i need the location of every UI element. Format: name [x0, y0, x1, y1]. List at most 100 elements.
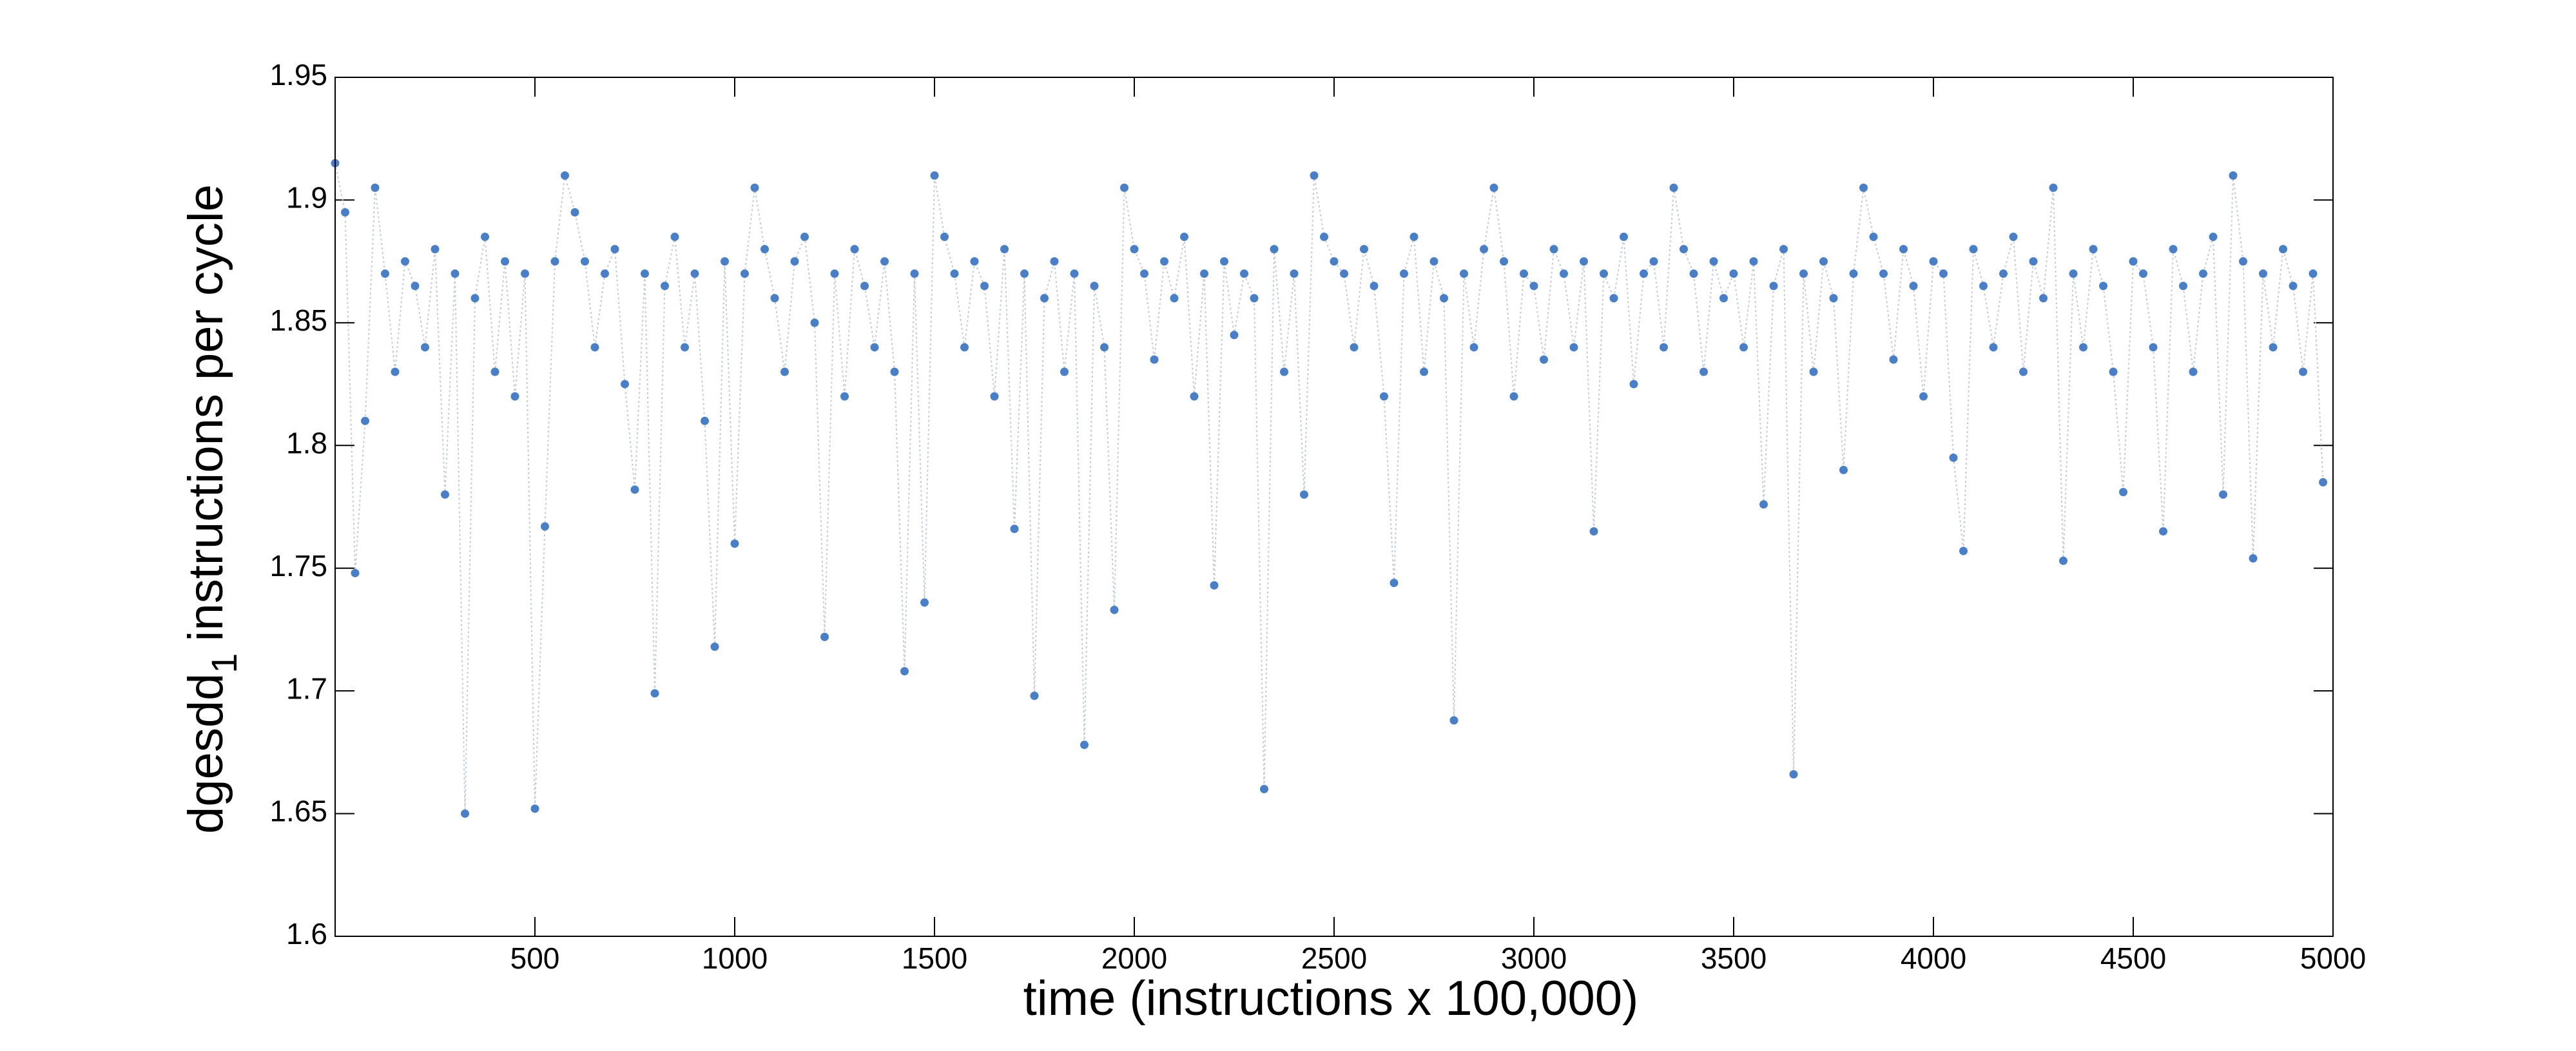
data-point — [940, 233, 949, 242]
data-point — [1839, 465, 1848, 474]
y-tick-label: 1.65 — [269, 795, 327, 828]
data-point — [2209, 233, 2218, 242]
y-tick-label: 1.9 — [286, 181, 327, 215]
y-axis-label-main: dgesdd — [179, 673, 233, 834]
data-point — [1370, 282, 1379, 291]
data-point — [1680, 245, 1688, 254]
data-point — [501, 257, 509, 266]
data-point — [930, 171, 939, 180]
data-point — [1899, 245, 1908, 254]
data-point — [1000, 245, 1009, 254]
data-point — [780, 367, 789, 376]
data-point — [1050, 257, 1059, 266]
data-point — [2119, 488, 2127, 497]
x-tick-label: 2500 — [1301, 941, 1367, 975]
data-point — [1130, 245, 1139, 254]
data-point — [1929, 257, 1938, 266]
data-point — [1739, 343, 1748, 352]
data-point — [1719, 294, 1728, 303]
data-point — [601, 269, 609, 278]
data-point — [1480, 245, 1488, 254]
data-point — [2199, 269, 2207, 278]
data-point — [1949, 453, 1958, 462]
data-point — [840, 392, 849, 401]
data-point — [1489, 183, 1498, 192]
data-point — [2319, 477, 2327, 487]
data-point — [1500, 257, 1508, 266]
data-point — [1969, 245, 1978, 254]
data-point — [1280, 367, 1288, 376]
data-point — [1799, 269, 1808, 278]
x-tick-label: 4000 — [1901, 941, 1966, 975]
data-point — [1700, 367, 1708, 376]
data-point — [2049, 183, 2058, 192]
data-point — [890, 367, 899, 376]
data-point — [1849, 269, 1858, 278]
data-point — [590, 343, 599, 352]
data-point — [2109, 367, 2118, 376]
data-point — [1689, 269, 1698, 278]
data-point — [490, 367, 499, 376]
data-point — [1420, 367, 1428, 376]
data-point — [2239, 257, 2247, 266]
x-tick-label: 500 — [510, 941, 560, 975]
data-point — [1669, 183, 1678, 192]
data-point — [1390, 579, 1399, 588]
data-point — [650, 689, 659, 698]
x-axis-label: time (instructions x 100,000) — [1023, 971, 1639, 1026]
data-point — [1429, 257, 1438, 266]
data-point — [1769, 282, 1778, 291]
data-point — [2179, 282, 2187, 291]
data-point — [820, 632, 829, 641]
data-point — [1020, 269, 1029, 278]
data-point — [2099, 282, 2107, 291]
data-point — [681, 343, 689, 352]
data-point — [1460, 269, 1468, 278]
data-point — [621, 380, 629, 389]
data-point — [441, 490, 449, 499]
data-point — [630, 485, 639, 494]
data-point — [830, 269, 839, 278]
data-point — [880, 257, 889, 266]
data-point — [1150, 355, 1159, 364]
y-tick-label: 1.85 — [269, 304, 327, 337]
data-point — [1210, 581, 1219, 590]
y-axis-label-rest: instructions per cycle — [179, 184, 233, 642]
data-point — [2129, 257, 2138, 266]
data-point — [1120, 183, 1128, 192]
y-tick-label: 1.7 — [286, 671, 327, 705]
data-point — [1090, 282, 1099, 291]
y-tick-label: 1.95 — [269, 58, 327, 92]
data-point — [1729, 269, 1738, 278]
data-point — [1859, 183, 1868, 192]
data-point — [1540, 355, 1548, 364]
data-point — [750, 183, 759, 192]
data-point — [2279, 245, 2287, 254]
data-point — [2009, 233, 2018, 242]
data-point — [1560, 269, 1568, 278]
data-point — [541, 522, 549, 531]
data-point — [450, 269, 460, 278]
data-point — [1030, 691, 1039, 700]
data-point — [1320, 233, 1328, 242]
data-point — [721, 257, 729, 266]
data-point — [1160, 257, 1168, 266]
data-point — [1449, 716, 1458, 725]
data-point — [1080, 740, 1089, 749]
data-point — [1589, 527, 1598, 536]
data-point — [2229, 171, 2238, 180]
data-point — [1759, 500, 1768, 509]
data-point — [470, 294, 479, 303]
data-point — [1340, 269, 1348, 278]
data-point — [1909, 282, 1918, 291]
data-point — [2169, 245, 2178, 254]
data-point — [1529, 282, 1538, 291]
data-point — [661, 282, 669, 291]
data-point — [2309, 269, 2318, 278]
data-point — [950, 269, 959, 278]
data-point — [1230, 331, 1239, 340]
data-point — [800, 233, 809, 242]
x-tick-label: 3500 — [1701, 941, 1767, 975]
data-point — [371, 183, 380, 192]
